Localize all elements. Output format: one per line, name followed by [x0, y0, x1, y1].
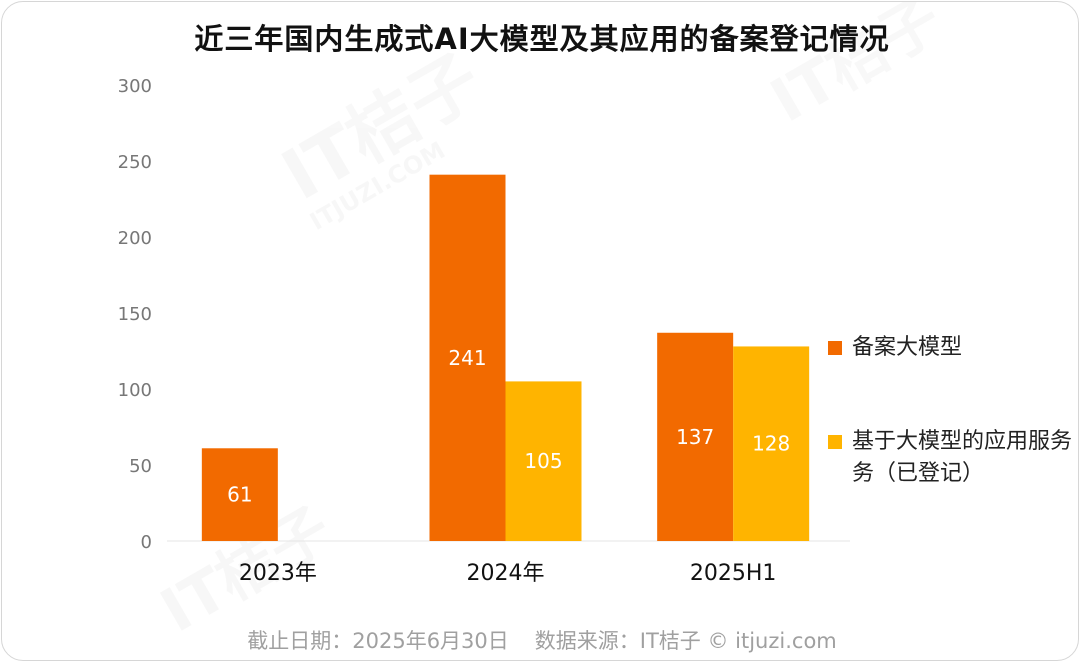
bar-value-label: 61 — [227, 483, 252, 507]
chart-title: 近三年国内生成式AI大模型及其应用的备案登记情况 — [194, 22, 890, 56]
y-tick-label: 150 — [118, 304, 152, 325]
y-tick-label: 200 — [118, 228, 152, 249]
legend-swatch-orange — [828, 341, 842, 355]
bar-filed-models — [429, 174, 506, 541]
y-axis: 0 50 100 150 200 250 300 — [118, 76, 152, 553]
footer-date: 截止日期：2025年6月30日 — [247, 629, 509, 653]
y-tick-label: 50 — [129, 456, 152, 477]
legend-label-applications-line1: 基于大模型的应用服务 — [852, 429, 1073, 454]
y-tick-label: 100 — [118, 380, 152, 401]
bar-filed-models — [657, 332, 734, 541]
bar-filed-models — [201, 448, 278, 541]
y-tick-label: 300 — [118, 76, 152, 97]
y-tick-label: 250 — [118, 152, 152, 173]
x-tick-label: 2024年 — [467, 561, 545, 586]
x-tick-label: 2023年 — [239, 561, 317, 586]
legend-label-applications: 基于大模型的应用服务 务（已登记） — [852, 426, 1078, 490]
footer-source: 数据来源：IT桔子 © itjuzi.com — [534, 629, 837, 653]
bars-group: 61 241 105 137 128 — [201, 174, 810, 541]
x-tick-label: 2025H1 — [690, 561, 777, 586]
legend-label-applications-line2: 务（已登记） — [852, 461, 985, 486]
footer: 截止日期：2025年6月30日 数据来源：IT桔子 © itjuzi.com — [2, 625, 1078, 655]
x-axis: 2023年 2024年 2025H1 — [239, 561, 777, 586]
bar-value-label: 105 — [524, 449, 562, 473]
legend-swatch-yellow — [828, 435, 842, 449]
bar-value-label: 137 — [676, 425, 714, 449]
bar-applications — [505, 381, 582, 541]
y-tick-label: 0 — [141, 532, 152, 553]
legend-label-filed-models: 备案大模型 — [852, 335, 963, 360]
bar-value-label: 241 — [448, 346, 486, 370]
bar-applications — [733, 346, 810, 541]
bar-value-label: 128 — [752, 432, 790, 456]
